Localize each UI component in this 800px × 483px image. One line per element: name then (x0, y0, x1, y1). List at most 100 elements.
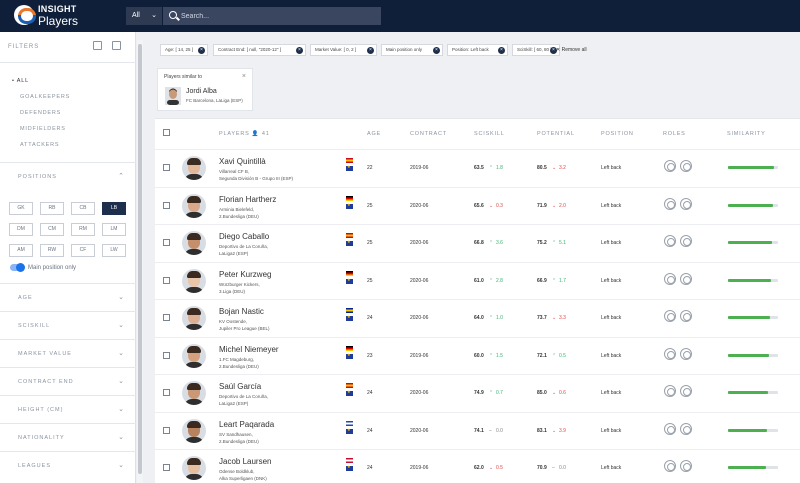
row-checkbox[interactable] (163, 351, 170, 359)
col-players[interactable]: PLAYERS 👤 41 (219, 131, 270, 137)
row-checkbox[interactable] (163, 164, 170, 171)
filter-contract-end[interactable]: CONTRACT END ⌄ (0, 367, 136, 395)
row-checkbox[interactable] (163, 389, 170, 396)
close-icon[interactable]: × (296, 47, 303, 54)
position-lm[interactable]: LM (102, 223, 126, 236)
position-cb[interactable]: CB (71, 202, 95, 215)
col-contract[interactable]: CONTRACT (410, 131, 447, 137)
row-checkbox[interactable] (163, 276, 170, 284)
role-icon[interactable] (664, 347, 676, 360)
sidebar-scrollbar[interactable] (137, 40, 143, 483)
role-icon[interactable] (680, 422, 692, 435)
col-similarity[interactable]: SIMILARITY (727, 131, 766, 137)
category-attackers[interactable]: ATTACKERS (20, 142, 60, 148)
player-name[interactable]: Michel Niemeyer (219, 344, 279, 354)
table-row[interactable]: Florian Hartherz Arminia Bielefeld, 2.Bund… (155, 186, 800, 224)
position-rm[interactable]: RM (71, 223, 95, 236)
search-box[interactable] (163, 7, 381, 25)
filter-market-value[interactable]: MARKET VALUE ⌄ (0, 339, 136, 367)
role-icon[interactable] (680, 347, 692, 360)
position-dm[interactable]: DM (9, 223, 33, 236)
brand[interactable]: INSIGHT Players (38, 5, 78, 28)
close-icon[interactable]: × (198, 47, 205, 54)
similar-player-name[interactable]: Jordi Alba (186, 88, 217, 95)
row-checkbox[interactable] (163, 464, 170, 471)
filter-sciskill[interactable]: SCISKILL ⌄ (0, 311, 136, 339)
role-icon[interactable] (664, 272, 676, 285)
col-position[interactable]: POSITION (601, 131, 634, 137)
role-icon[interactable] (680, 235, 692, 247)
table-row[interactable]: Diego Caballo Deportivo de La Coruña, LaLi… (155, 224, 800, 261)
player-name[interactable]: Saúl García (219, 382, 262, 391)
role-icon[interactable] (680, 272, 692, 285)
filter-age[interactable]: AGE ⌄ (0, 283, 136, 311)
position-rb[interactable]: RB (40, 202, 64, 215)
row-checkbox[interactable] (163, 239, 170, 246)
role-icon[interactable] (664, 460, 676, 472)
row-checkbox[interactable] (163, 426, 170, 434)
player-name[interactable]: Florian Hartherz (219, 194, 277, 204)
player-age: 24 (367, 427, 373, 434)
player-name[interactable]: Jacob Laursen (219, 457, 272, 466)
close-icon[interactable]: × (367, 47, 374, 54)
category-defenders[interactable]: DEFENDERS (20, 110, 62, 116)
role-icon[interactable] (664, 310, 676, 322)
player-name[interactable]: Bojan Nastic (219, 307, 264, 316)
positions-section-header[interactable]: POSITIONS ⌃ (0, 162, 136, 188)
close-icon[interactable]: × (241, 73, 246, 80)
table-row[interactable]: Bojan Nastic KV Oostende, Jupiler Pro Leag… (155, 299, 800, 336)
position-lw[interactable]: LW (102, 244, 126, 257)
category-midfielders[interactable]: MIDFIELDERS (20, 126, 66, 132)
position-cf[interactable]: CF (71, 244, 95, 257)
table-row[interactable]: Peter Kurzweg Würzburger Kickers, 3.Liga (… (155, 261, 800, 299)
filter-leagues[interactable]: LEAGUES ⌄ (0, 451, 136, 479)
position-cm[interactable]: CM (40, 223, 64, 236)
col-roles[interactable]: ROLES (663, 131, 686, 137)
position-am[interactable]: AM (9, 244, 33, 257)
role-icon[interactable] (664, 160, 676, 172)
insight-logo-icon[interactable] (14, 5, 36, 25)
position-lb[interactable]: LB (102, 202, 126, 215)
role-icon[interactable] (680, 310, 692, 322)
col-sciskill[interactable]: SCISKILL (474, 131, 505, 137)
role-icon[interactable] (664, 385, 676, 397)
table-row[interactable]: Michel Niemeyer 1.FC Magdeburg, 2.Bundesli… (155, 336, 800, 374)
position-gk[interactable]: GK (9, 202, 33, 215)
role-icon[interactable] (680, 160, 692, 172)
player-name[interactable]: Peter Kurzweg (219, 269, 272, 279)
table-row[interactable]: Jacob Laursen Odense Boldklub, Alka Superl… (155, 449, 800, 483)
filter-height[interactable]: HEIGHT (CM) ⌄ (0, 395, 136, 423)
player-name[interactable]: Diego Caballo (219, 232, 270, 241)
table-row[interactable]: Xavi Quintillà Villarreal CF B, Segunda Di… (155, 149, 800, 186)
table-row[interactable]: Leart Paqarada SV Sandhausen, 2.Bundesliga… (155, 411, 800, 449)
similarity-fill (728, 466, 766, 469)
role-icon[interactable] (680, 385, 692, 397)
row-checkbox[interactable] (163, 201, 170, 209)
save-icon[interactable] (93, 41, 102, 50)
category-all[interactable]: • ALL (12, 78, 29, 84)
main-position-toggle[interactable] (10, 263, 25, 272)
filter-nationality[interactable]: NATIONALITY ⌄ (0, 423, 136, 451)
player-name[interactable]: Leart Paqarada (219, 419, 275, 429)
table-row[interactable]: Saúl García Deportivo de La Coruña, LaLiga… (155, 374, 800, 411)
scrollbar-thumb[interactable] (138, 44, 142, 474)
role-icon[interactable] (664, 422, 676, 435)
role-icon[interactable] (680, 460, 692, 472)
scope-select[interactable]: All ⌄ (126, 7, 162, 25)
select-all-checkbox[interactable] (163, 129, 170, 136)
role-icon[interactable] (664, 235, 676, 247)
close-icon[interactable]: × (433, 47, 440, 54)
close-icon[interactable]: × (498, 47, 505, 54)
col-potential[interactable]: POTENTIAL (537, 131, 575, 137)
col-age[interactable]: AGE (367, 131, 382, 137)
remove-all-button[interactable]: ✕ Remove all (556, 44, 587, 56)
player-name[interactable]: Xavi Quintillà (219, 157, 266, 166)
folder-icon[interactable] (112, 41, 121, 50)
search-input[interactable] (181, 9, 371, 23)
position-rw[interactable]: RW (40, 244, 64, 257)
row-checkbox[interactable] (163, 314, 170, 321)
close-icon[interactable]: × (550, 47, 557, 54)
role-icon[interactable] (664, 197, 676, 210)
role-icon[interactable] (680, 197, 692, 210)
category-goalkeepers[interactable]: GOALKEEPERS (20, 94, 71, 100)
